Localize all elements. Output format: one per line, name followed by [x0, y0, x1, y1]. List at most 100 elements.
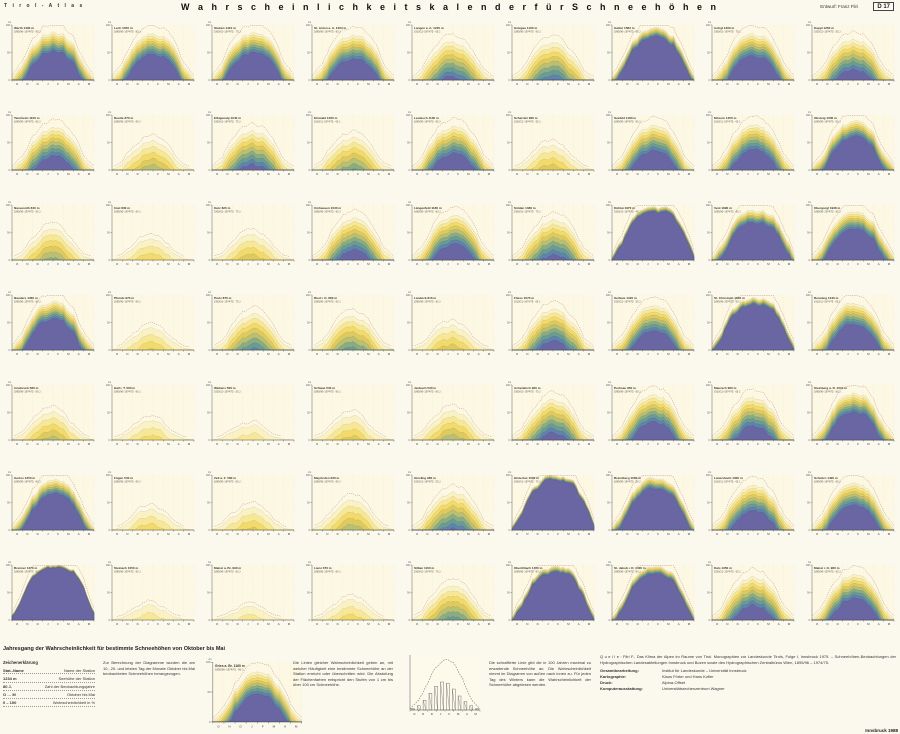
page-header: T i r o l - A t l a s W a h r s c h e i … — [0, 0, 900, 14]
svg-text:A: A — [878, 532, 880, 536]
svg-text:Reutte 870 m: Reutte 870 m — [114, 116, 134, 120]
svg-text:0: 0 — [8, 259, 10, 262]
svg-text:O: O — [316, 622, 319, 626]
svg-text:O: O — [616, 442, 619, 446]
svg-text:D: D — [837, 622, 839, 626]
svg-text:D: D — [237, 262, 239, 266]
svg-text:F: F — [857, 172, 859, 176]
svg-text:50: 50 — [107, 411, 110, 414]
svg-text:O: O — [716, 532, 719, 536]
svg-text:100: 100 — [706, 294, 711, 297]
svg-text:A: A — [678, 532, 680, 536]
svg-text:M: M — [267, 82, 270, 86]
svg-text:1910/11–1974/75 · 65 J.: 1910/11–1974/75 · 65 J. — [814, 301, 841, 304]
svg-text:0: 0 — [508, 349, 510, 352]
svg-text:M: M — [588, 532, 591, 536]
svg-text:N: N — [26, 532, 28, 536]
svg-text:D: D — [437, 262, 439, 266]
svg-text:100: 100 — [106, 384, 111, 387]
svg-text:A: A — [778, 622, 780, 626]
svg-text:1895/96–1974/75 · 80 J.: 1895/96–1974/75 · 80 J. — [614, 121, 641, 124]
svg-text:cm: cm — [208, 202, 211, 204]
svg-text:1895/96–1974/75 · 80 J.: 1895/96–1974/75 · 80 J. — [314, 301, 341, 304]
svg-text:100: 100 — [306, 24, 311, 27]
svg-text:cm: cm — [808, 292, 811, 294]
chart-cell: O N D J F M A M 0 50 100 cm Reutte 870 m 1895/96–1974… — [100, 104, 200, 194]
svg-text:Fliess 1070 m: Fliess 1070 m — [514, 296, 534, 300]
svg-text:A: A — [778, 442, 780, 446]
svg-text:F: F — [757, 262, 759, 266]
svg-text:0: 0 — [209, 720, 211, 724]
svg-text:50: 50 — [207, 411, 210, 414]
svg-text:Steinberg a. R. 1010 m: Steinberg a. R. 1010 m — [814, 386, 847, 390]
svg-text:cm: cm — [8, 202, 11, 204]
svg-text:50: 50 — [507, 51, 510, 54]
svg-text:cm: cm — [108, 292, 111, 294]
svg-text:F: F — [557, 262, 559, 266]
svg-text:0: 0 — [208, 79, 210, 82]
svg-text:O: O — [116, 262, 119, 266]
svg-text:O: O — [516, 442, 519, 446]
svg-text:100: 100 — [206, 204, 211, 207]
svg-text:1895/96–1974/75 · 80 J.: 1895/96–1974/75 · 80 J. — [814, 571, 841, 574]
svg-text:M: M — [688, 532, 691, 536]
legend-desc: Name der Station — [63, 667, 95, 673]
svg-text:Elbigenalp 1040 m: Elbigenalp 1040 m — [214, 116, 241, 120]
svg-text:J: J — [447, 262, 449, 266]
svg-text:50: 50 — [207, 501, 210, 504]
svg-text:M: M — [88, 442, 91, 446]
svg-text:N: N — [422, 712, 424, 716]
svg-text:M: M — [588, 622, 591, 626]
svg-text:D: D — [737, 82, 739, 86]
svg-text:M: M — [167, 532, 170, 536]
svg-text:cm: cm — [208, 382, 211, 384]
svg-text:J: J — [147, 442, 149, 446]
svg-text:N: N — [526, 352, 528, 356]
svg-text:M: M — [267, 442, 270, 446]
svg-text:cm: cm — [208, 112, 211, 114]
svg-text:1910/11–1974/75 · 65 J.: 1910/11–1974/75 · 65 J. — [714, 391, 741, 394]
svg-text:1895/96–1974/75 · 80 J.: 1895/96–1974/75 · 80 J. — [814, 211, 841, 214]
svg-text:A: A — [878, 82, 880, 86]
svg-text:M: M — [488, 352, 491, 356]
svg-text:O: O — [16, 262, 19, 266]
svg-text:M: M — [667, 532, 670, 536]
svg-text:A: A — [378, 622, 380, 626]
svg-text:M: M — [288, 82, 291, 86]
svg-text:M: M — [767, 352, 770, 356]
svg-text:J: J — [547, 532, 549, 536]
svg-text:1895/96–1974/75 · 80 J.: 1895/96–1974/75 · 80 J. — [114, 391, 141, 394]
legend-rows: Stat.-Name Name der Station 1234 m Seehöhe … — [3, 668, 95, 707]
svg-text:J: J — [247, 172, 249, 176]
svg-text:1895/96–1974/75 · 80 J.: 1895/96–1974/75 · 80 J. — [414, 391, 441, 394]
svg-text:1910/11–1974/75 · 65 J.: 1910/11–1974/75 · 65 J. — [714, 481, 741, 484]
svg-text:M: M — [367, 352, 370, 356]
svg-text:O: O — [816, 532, 819, 536]
svg-text:M: M — [67, 442, 70, 446]
svg-text:A: A — [578, 442, 580, 446]
chart-cell: O N D J F M A M 0 50 100 cm Kappl 1260 m 1920/21–1974… — [800, 14, 900, 104]
svg-text:N: N — [726, 262, 728, 266]
svg-text:D: D — [437, 622, 439, 626]
svg-text:F: F — [757, 352, 759, 356]
svg-text:J: J — [747, 532, 749, 536]
svg-text:F: F — [157, 532, 159, 536]
svg-text:J: J — [847, 442, 849, 446]
svg-text:0: 0 — [308, 349, 310, 352]
svg-text:M: M — [567, 442, 570, 446]
svg-text:N: N — [726, 172, 728, 176]
svg-text:M: M — [88, 622, 91, 626]
svg-text:F: F — [257, 82, 259, 86]
svg-text:50: 50 — [208, 690, 211, 694]
svg-text:100: 100 — [6, 564, 11, 567]
svg-text:J: J — [247, 532, 249, 536]
chart-cell: O N D J F M A M 0 50 100 cm Sillian 1100 m 1900/01–19… — [400, 554, 500, 644]
svg-text:O: O — [216, 82, 219, 86]
svg-text:D: D — [637, 532, 639, 536]
svg-text:cm: cm — [8, 22, 11, 24]
svg-text:A: A — [278, 262, 280, 266]
svg-text:100: 100 — [606, 564, 611, 567]
svg-text:100: 100 — [806, 204, 811, 207]
